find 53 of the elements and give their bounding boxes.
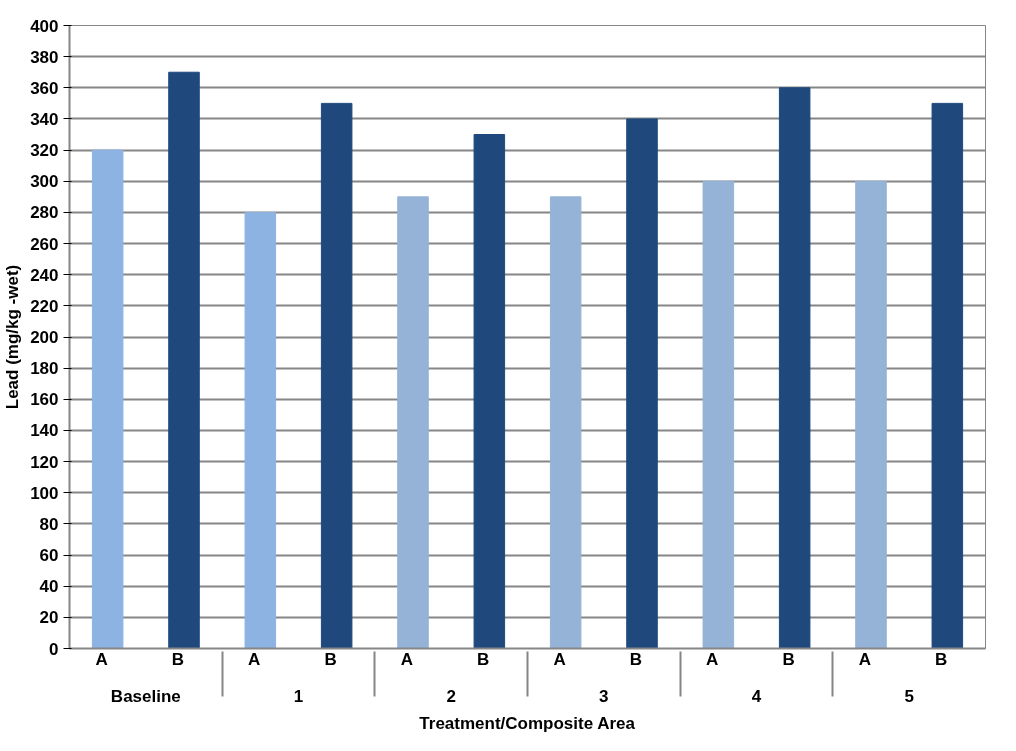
x-axis-title: Treatment/Composite Area	[419, 713, 636, 733]
text: 3	[599, 686, 609, 706]
x-tick-label: A	[553, 650, 566, 669]
y-tick-label: 260	[30, 234, 59, 254]
y-tick-label: 280	[30, 203, 59, 223]
x-tick-label: B	[935, 650, 948, 669]
x-tick-label: A	[95, 650, 108, 669]
x-tick-label: B	[477, 650, 490, 669]
y-tick-label: 240	[30, 265, 59, 285]
x-tick-label: A	[706, 650, 719, 669]
y-tick-label: 340	[30, 109, 59, 129]
text: 2	[446, 686, 456, 706]
bar	[855, 180, 887, 649]
bar	[320, 102, 353, 649]
y-tick-label: 220	[30, 296, 59, 316]
text: Baseline	[110, 686, 181, 706]
bar	[168, 71, 200, 649]
y-tick-label: 320	[30, 141, 59, 161]
y-tick-label: 180	[30, 359, 59, 379]
y-tick-label: 400	[30, 16, 59, 36]
text: 4	[751, 686, 762, 706]
y-tick-label: 120	[30, 452, 59, 472]
y-tick-label: 360	[30, 78, 59, 98]
bar	[473, 134, 506, 649]
y-tick-label: 200	[30, 328, 59, 347]
bar	[626, 118, 658, 649]
text: 1	[293, 686, 304, 706]
y-tick-label: 380	[30, 47, 59, 67]
text: 5	[904, 686, 914, 706]
y-tick-label: 160	[30, 390, 59, 410]
y-axis-title: Lead (mg/kg -wet)	[3, 264, 23, 410]
y-tick-label: 0	[49, 639, 59, 659]
y-tick-label: 20	[39, 608, 59, 628]
bar	[702, 180, 735, 649]
y-tick-label: 60	[39, 546, 59, 566]
y-tick-label: 100	[30, 483, 59, 503]
x-tick-label: B	[629, 650, 642, 669]
x-tick-label: A	[248, 650, 261, 669]
x-tick-label: A	[400, 650, 413, 669]
x-tick-label: B	[782, 650, 795, 669]
x-tick-label: B	[324, 650, 337, 669]
bar	[931, 102, 964, 649]
y-tick-label: 300	[30, 172, 59, 192]
y-tick-label: 140	[30, 421, 59, 441]
bar	[91, 149, 124, 649]
bar	[397, 196, 429, 649]
x-tick-label: A	[858, 650, 871, 669]
y-tick-label: 40	[39, 577, 59, 597]
bar	[244, 211, 277, 649]
bar	[778, 87, 811, 649]
y-tick-label: 80	[39, 514, 59, 534]
bar	[549, 196, 582, 649]
x-tick-label: B	[171, 650, 184, 669]
